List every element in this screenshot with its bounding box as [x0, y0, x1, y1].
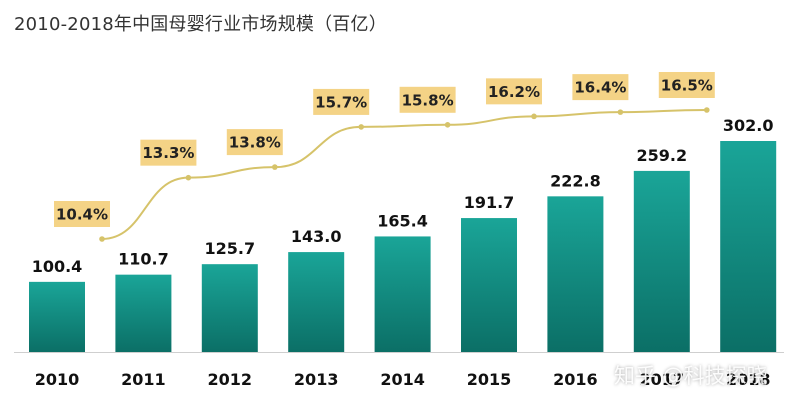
x-tick-2012: 2012 — [208, 370, 253, 389]
value-label-2012: 125.7 — [204, 239, 255, 258]
bar-2016 — [547, 196, 604, 352]
growth-label-4: 15.8% — [402, 91, 454, 109]
value-label-2013: 143.0 — [291, 227, 342, 246]
growth-label-2: 13.8% — [229, 134, 281, 152]
growth-point-0 — [99, 236, 105, 242]
chart-title: 2010-2018年中国母婴行业市场规模（百亿） — [14, 14, 387, 35]
growth-label-box-1 — [140, 139, 197, 166]
growth-point-4 — [444, 122, 451, 128]
growth-point-6 — [617, 109, 624, 115]
growth-label-box-5 — [486, 78, 542, 105]
growth-label-5: 16.2% — [488, 83, 540, 101]
x-tick-2018: 2018 — [726, 370, 771, 389]
growth-label-3: 15.7% — [315, 93, 367, 111]
x-tick-2014: 2014 — [380, 370, 425, 389]
x-tick-2015: 2015 — [467, 370, 512, 389]
value-label-2011: 110.7 — [118, 250, 169, 269]
growth-label-1: 13.3% — [142, 144, 194, 162]
bar-2018 — [720, 141, 777, 352]
bar-2010 — [29, 281, 85, 352]
growth-label-0: 10.4% — [56, 206, 108, 224]
watermark: 知乎 @科技探晓 — [614, 364, 768, 388]
x-tick-2013: 2013 — [294, 370, 339, 389]
growth-point-5 — [531, 113, 537, 120]
x-tick-2016: 2016 — [553, 370, 598, 389]
x-tick-2011: 2011 — [121, 370, 166, 389]
growth-point-2 — [272, 164, 278, 170]
value-label-2010: 100.4 — [32, 257, 83, 276]
x-tick-2017: 2017 — [640, 370, 685, 389]
bars-layer — [14, 141, 784, 353]
labels-layer: 100.4 2010 110.7 2011 125.7 2012 143.0 2013 165.… — [32, 116, 774, 389]
x-tick-2010: 2010 — [35, 370, 80, 389]
bar-2015 — [461, 218, 517, 352]
bar-2014 — [374, 236, 431, 352]
bar-2013 — [288, 252, 345, 352]
value-label-2014: 165.4 — [377, 211, 428, 230]
growth-label-box-6 — [572, 74, 629, 101]
bar-2017 — [633, 170, 690, 352]
value-label-2016: 222.8 — [550, 171, 601, 190]
growth-line-layer: 10.4% 13.3% 13.8% 15.7% 15.8% 16.2% 16.4% 16.5% — [54, 72, 715, 242]
growth-label-box-0 — [54, 201, 110, 227]
growth-label-box-7 — [658, 72, 715, 98]
growth-label-7: 16.5% — [661, 77, 713, 95]
growth-label-box-2 — [226, 129, 283, 156]
growth-point-3 — [358, 124, 365, 130]
growth-label-box-3 — [313, 88, 370, 115]
growth-point-7 — [704, 107, 710, 113]
growth-point-1 — [185, 174, 192, 181]
value-label-2015: 191.7 — [464, 193, 515, 212]
bar-2012 — [201, 264, 258, 352]
growth-label-6: 16.4% — [574, 79, 626, 97]
value-label-2018: 302.0 — [723, 116, 774, 135]
bar-2011 — [115, 274, 172, 352]
growth-label-box-4 — [399, 86, 456, 113]
value-label-2017: 259.2 — [636, 146, 687, 165]
